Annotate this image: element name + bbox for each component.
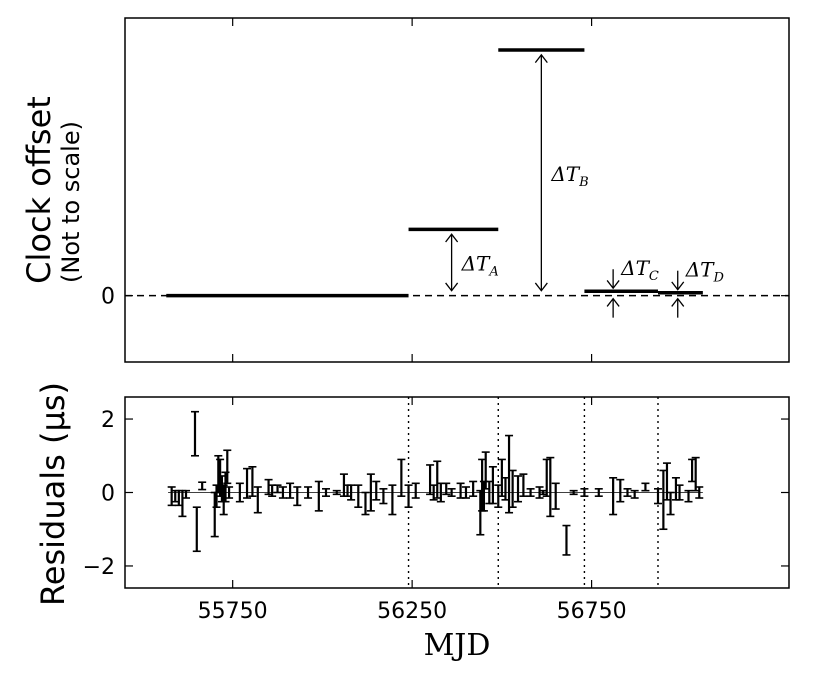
residual-point bbox=[286, 482, 295, 499]
delta-label-1: ΔTB bbox=[550, 162, 588, 190]
residual-point bbox=[278, 486, 287, 499]
bottom-ticks: −2 0 2 55750 56250 56750 bbox=[83, 397, 789, 624]
delta-sub-3: D bbox=[713, 271, 725, 286]
delta-arrowhead-top-3 bbox=[671, 281, 685, 291]
delta-label-0: ΔTA bbox=[461, 251, 499, 279]
residual-point bbox=[461, 486, 470, 499]
residual-point bbox=[488, 465, 497, 505]
residual-point bbox=[535, 486, 544, 499]
residual-point bbox=[580, 488, 589, 497]
residual-point bbox=[366, 473, 375, 512]
delta-sub-0: A bbox=[488, 264, 498, 279]
delta-sub-1: B bbox=[578, 175, 589, 190]
top-y-axis-sublabel: (Not to scale) bbox=[57, 121, 85, 283]
residual-point bbox=[293, 486, 302, 507]
residual-point bbox=[623, 488, 632, 497]
residual-point bbox=[684, 489, 693, 503]
delta-arrowhead-top-2 bbox=[606, 280, 620, 290]
residual-point bbox=[182, 489, 191, 499]
delta-label-3: ΔTD bbox=[685, 258, 725, 286]
residual-point bbox=[314, 480, 323, 512]
top-y-axis-label: Clock offset bbox=[20, 96, 58, 284]
bottom-y-tick-label-2: 2 bbox=[101, 408, 115, 433]
residual-point bbox=[526, 488, 535, 497]
residual-point bbox=[666, 491, 675, 516]
residual-point bbox=[243, 467, 252, 499]
delta-annotations: ΔTA ΔTB ΔTC ΔTD bbox=[445, 53, 725, 318]
bottom-y-tick-label-0: −2 bbox=[83, 555, 115, 580]
residual-point bbox=[372, 480, 381, 501]
residual-point bbox=[630, 489, 639, 499]
top-axes-frame bbox=[124, 17, 790, 363]
residual-point bbox=[609, 477, 618, 516]
residual-point bbox=[695, 486, 704, 499]
residual-point bbox=[332, 489, 341, 496]
delta-arrowhead-top-0 bbox=[445, 233, 459, 243]
delta-arrowhead-bottom-2 bbox=[606, 297, 620, 307]
residuals-panel: −2 0 2 55750 56250 56750 Residuals (μs) MJD bbox=[34, 382, 790, 663]
delta-arrowhead-bottom-3 bbox=[671, 297, 685, 307]
residual-point bbox=[505, 434, 514, 514]
delta-sub-2: C bbox=[649, 269, 659, 284]
residual-point bbox=[456, 482, 465, 499]
x-axis-label: MJD bbox=[424, 628, 491, 663]
delta-arrowhead-top-1 bbox=[534, 53, 548, 64]
residual-point bbox=[569, 489, 578, 496]
clock-offset-steps bbox=[166, 48, 703, 298]
residual-point bbox=[675, 484, 684, 501]
clock-offset-panel: ΔTA ΔTB ΔTC ΔTD 0 Clock offset (Not to scal… bbox=[20, 17, 790, 363]
residual-point bbox=[379, 488, 388, 505]
residual-point bbox=[442, 482, 451, 496]
residual-point bbox=[321, 488, 330, 497]
delta-arrowhead-bottom-0 bbox=[445, 282, 459, 292]
residual-point bbox=[404, 484, 413, 508]
residual-point bbox=[519, 473, 528, 497]
residual-point bbox=[361, 491, 370, 516]
bottom-y-tick-label-1: 0 bbox=[101, 482, 115, 507]
residual-point bbox=[273, 484, 282, 494]
residual-point bbox=[616, 478, 625, 503]
residual-point bbox=[192, 506, 201, 553]
x-tick-label-2: 56750 bbox=[557, 599, 627, 624]
residual-point bbox=[225, 486, 234, 499]
delta-label-2: ΔTC bbox=[620, 256, 659, 284]
residual-point bbox=[253, 486, 262, 514]
residual-point bbox=[223, 449, 232, 485]
residual-point bbox=[347, 484, 356, 501]
residual-point bbox=[562, 524, 571, 556]
residual-point bbox=[653, 488, 662, 505]
residual-point bbox=[508, 469, 517, 508]
x-tick-label-1: 56250 bbox=[377, 599, 447, 624]
residual-point bbox=[411, 482, 420, 499]
residual-point bbox=[551, 482, 560, 510]
x-tick-label-0: 55750 bbox=[198, 599, 268, 624]
bottom-y-axis-label: Residuals (μs) bbox=[34, 382, 72, 606]
residual-point bbox=[190, 410, 199, 457]
residual-point bbox=[248, 465, 257, 497]
residual-point bbox=[447, 488, 456, 497]
top-x-ticks bbox=[125, 18, 789, 362]
residual-point bbox=[304, 486, 313, 499]
residual-point bbox=[198, 481, 207, 491]
jump-epoch-lines bbox=[407, 397, 659, 588]
top-y-tick-label-0: 0 bbox=[101, 285, 115, 310]
residual-point bbox=[388, 484, 397, 516]
residual-point bbox=[641, 482, 650, 492]
residual-point bbox=[514, 475, 523, 503]
residual-point bbox=[546, 456, 555, 518]
residual-points bbox=[167, 410, 704, 556]
residual-point bbox=[594, 488, 603, 497]
residual-point bbox=[235, 482, 244, 503]
residual-point bbox=[354, 484, 363, 508]
delta-arrowhead-bottom-1 bbox=[534, 282, 548, 292]
residual-point bbox=[397, 458, 406, 497]
residual-point bbox=[469, 480, 478, 497]
